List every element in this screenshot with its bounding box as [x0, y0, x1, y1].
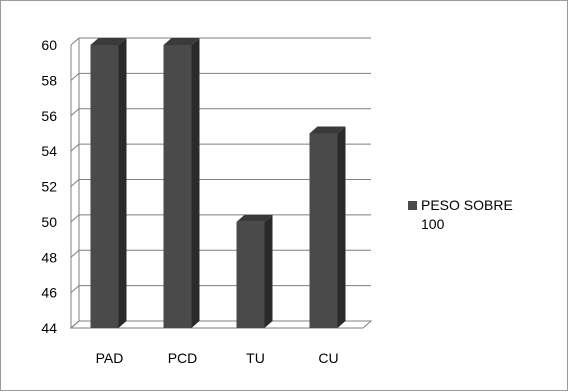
- grid-layer: [69, 37, 373, 329]
- bar-side: [337, 126, 346, 328]
- gridline-side: [70, 108, 80, 117]
- bar: [163, 45, 192, 328]
- bar: [90, 45, 119, 328]
- gridline-side: [70, 179, 80, 187]
- x-category-label: TU: [246, 350, 265, 366]
- bar-side: [191, 38, 200, 328]
- gridline-side: [70, 37, 80, 46]
- y-tick-label: 50: [41, 214, 57, 230]
- gridline-side: [70, 214, 80, 223]
- gridline-side: [70, 285, 80, 294]
- x-category-label: CU: [318, 350, 338, 366]
- legend-swatch: [408, 201, 417, 210]
- y-tick-label: 52: [41, 179, 57, 195]
- x-category-label: PCD: [168, 350, 198, 366]
- x-axis-categories: PAD PCD TU CU: [96, 350, 339, 366]
- legend-label-line-2: 100: [421, 216, 445, 232]
- bar-top: [90, 38, 127, 45]
- y-tick-label: 56: [41, 108, 57, 124]
- y-tick-label: 58: [41, 72, 57, 88]
- bar-side: [264, 214, 273, 328]
- bar-side: [118, 38, 127, 328]
- x-category-label: PAD: [96, 350, 124, 366]
- bar-top: [163, 38, 200, 45]
- bar-top: [236, 214, 273, 222]
- y-tick-label: 46: [41, 285, 57, 301]
- bar: [236, 221, 265, 328]
- legend: PESO SOBRE 100: [408, 197, 513, 232]
- gridline-side: [70, 72, 80, 81]
- y-tick-label: 60: [41, 37, 57, 53]
- bar: [309, 133, 338, 328]
- y-tick-label: 54: [41, 143, 57, 159]
- y-axis-ticks: 44 46 48 50 52 54 56 58 60: [41, 37, 57, 336]
- chart-floor: [69, 320, 373, 329]
- gridline-side: [70, 143, 80, 152]
- y-tick-label: 48: [41, 249, 57, 265]
- bars: [90, 38, 346, 328]
- bar-top: [309, 126, 346, 134]
- y-tick-label: 44: [41, 320, 57, 336]
- gridline-side: [70, 249, 80, 258]
- legend-label-line-1: PESO SOBRE: [421, 197, 513, 213]
